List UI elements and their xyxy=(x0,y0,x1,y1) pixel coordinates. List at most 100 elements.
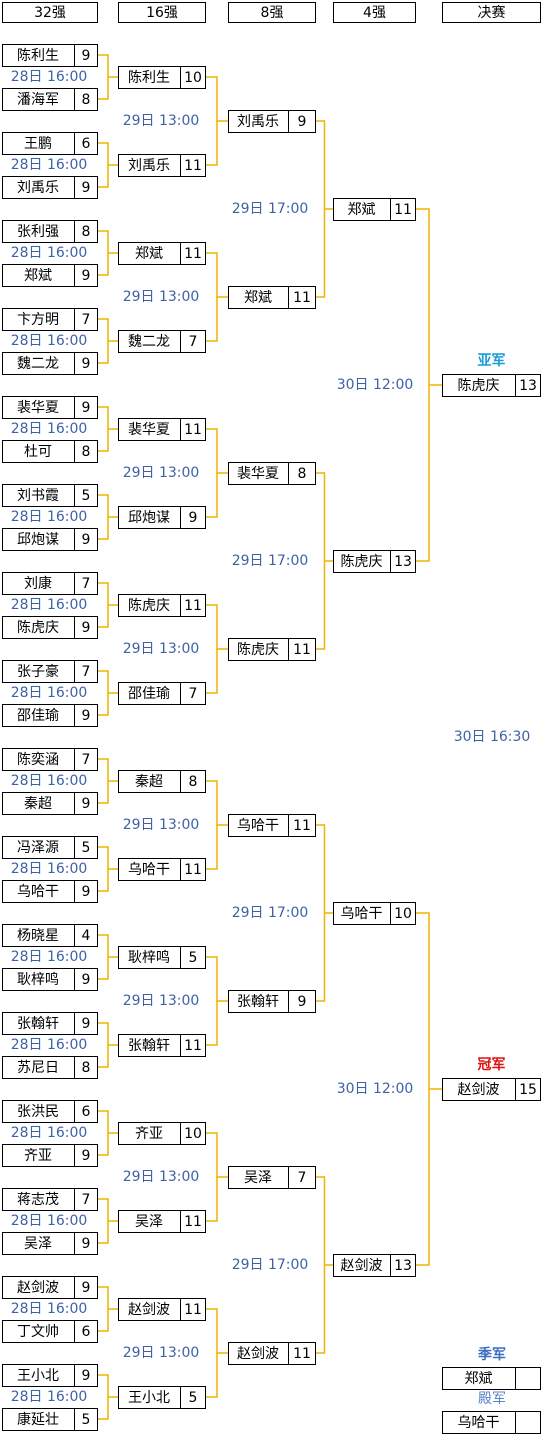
player-score-cell xyxy=(74,660,98,683)
player-name: 郑斌 xyxy=(348,202,376,218)
player-score-cell xyxy=(515,374,541,397)
player-score: 11 xyxy=(184,158,202,174)
player-name: 刘禹乐 xyxy=(237,114,279,130)
player-name: 张洪民 xyxy=(17,1104,59,1120)
player-name: 裴华夏 xyxy=(237,466,279,482)
player-score-cell xyxy=(74,220,98,243)
match-time: 28日 16:00 xyxy=(11,1301,88,1317)
player-score: 13 xyxy=(519,378,537,394)
player-score-cell xyxy=(288,110,316,133)
match-time: 28日 16:00 xyxy=(11,69,88,85)
player-score: 11 xyxy=(184,1214,202,1230)
player-score: 5 xyxy=(82,840,91,856)
player-score: 11 xyxy=(293,290,311,306)
connector xyxy=(206,1132,228,1222)
player-score-cell xyxy=(390,550,416,573)
player-score: 8 xyxy=(82,444,91,460)
player-score: 11 xyxy=(293,642,311,658)
player-score-cell xyxy=(390,198,416,221)
connector xyxy=(98,318,118,364)
player-score-cell xyxy=(74,1408,98,1431)
player-score-cell xyxy=(180,1034,206,1057)
player-score-cell xyxy=(180,418,206,441)
header: 16强 xyxy=(146,5,178,21)
placing-score-cell xyxy=(515,1411,541,1434)
connector xyxy=(206,252,228,342)
player-name: 张翰轩 xyxy=(17,1016,59,1032)
header: 32强 xyxy=(34,5,66,21)
player-name: 张翰轩 xyxy=(237,994,279,1010)
player-score-cell xyxy=(74,1188,98,1211)
player-score-cell xyxy=(74,132,98,155)
player-score: 9 xyxy=(82,620,91,636)
player-score-cell xyxy=(180,1122,206,1145)
player-score: 6 xyxy=(82,1104,91,1120)
match-time: 28日 16:00 xyxy=(11,1389,88,1405)
header: 决赛 xyxy=(478,5,506,21)
player-score-cell xyxy=(288,1166,316,1189)
player-score-cell xyxy=(288,1342,316,1365)
match-time: 28日 16:00 xyxy=(11,861,88,877)
player-name: 康延壮 xyxy=(17,1411,59,1428)
player-score-cell xyxy=(180,682,206,705)
player-score: 9 xyxy=(82,972,91,988)
player-score: 9 xyxy=(82,1236,91,1252)
player-name: 陈利生 xyxy=(128,69,170,86)
player-score: 8 xyxy=(189,774,198,790)
player-score: 7 xyxy=(82,1192,91,1208)
player-score: 8 xyxy=(82,224,91,240)
header-box xyxy=(228,2,316,23)
player-name: 邱炮谋 xyxy=(128,510,170,526)
player-name: 冯泽源 xyxy=(17,840,59,856)
player-name: 蒋志茂 xyxy=(17,1191,59,1208)
player-score-cell xyxy=(180,946,206,969)
player-name: 邵佳瑜 xyxy=(128,686,170,702)
match-time: 29日 13:00 xyxy=(123,1169,200,1185)
connector xyxy=(206,780,228,870)
player-score-cell xyxy=(74,924,98,947)
connector xyxy=(316,824,333,1002)
match-time: 28日 16:00 xyxy=(11,773,88,789)
connector xyxy=(416,208,442,562)
player-name: 陈虎庆 xyxy=(341,553,383,570)
player-score: 9 xyxy=(82,1148,91,1164)
player-score-cell xyxy=(74,528,98,551)
player-score: 9 xyxy=(82,796,91,812)
result-label: 冠军 xyxy=(478,1057,506,1073)
player-score: 7 xyxy=(82,312,91,328)
player-score-cell xyxy=(74,1364,98,1387)
player-name: 郑斌 xyxy=(135,246,163,262)
header-box xyxy=(2,2,98,23)
player-score: 6 xyxy=(82,136,91,152)
player-score: 9 xyxy=(82,884,91,900)
player-score: 4 xyxy=(82,928,91,944)
player-score-cell xyxy=(180,242,206,265)
placing-score-cell xyxy=(515,1367,541,1390)
header: 4强 xyxy=(363,5,386,21)
player-score: 9 xyxy=(82,48,91,64)
header: 8强 xyxy=(261,5,284,21)
player-score-cell xyxy=(74,440,98,463)
player-name: 秦超 xyxy=(24,796,52,812)
connector xyxy=(98,406,118,452)
player-score-cell xyxy=(74,264,98,287)
player-score-cell xyxy=(288,814,316,837)
player-score-cell xyxy=(74,572,98,595)
player-name: 齐亚 xyxy=(135,1126,163,1142)
player-score-cell xyxy=(74,748,98,771)
player-score-cell xyxy=(288,638,316,661)
match-time: 28日 16:00 xyxy=(11,1213,88,1229)
connector xyxy=(98,670,118,716)
player-score-cell xyxy=(74,1232,98,1255)
player-score: 11 xyxy=(184,246,202,262)
player-score-cell xyxy=(74,792,98,815)
player-score: 9 xyxy=(82,268,91,284)
connector xyxy=(416,912,442,1266)
match-time: 28日 16:00 xyxy=(11,597,88,613)
player-name: 王小北 xyxy=(128,1390,170,1406)
player-score: 8 xyxy=(82,92,91,108)
connector xyxy=(98,1374,118,1420)
player-score: 5 xyxy=(82,488,91,504)
match-time: 28日 16:00 xyxy=(11,157,88,173)
